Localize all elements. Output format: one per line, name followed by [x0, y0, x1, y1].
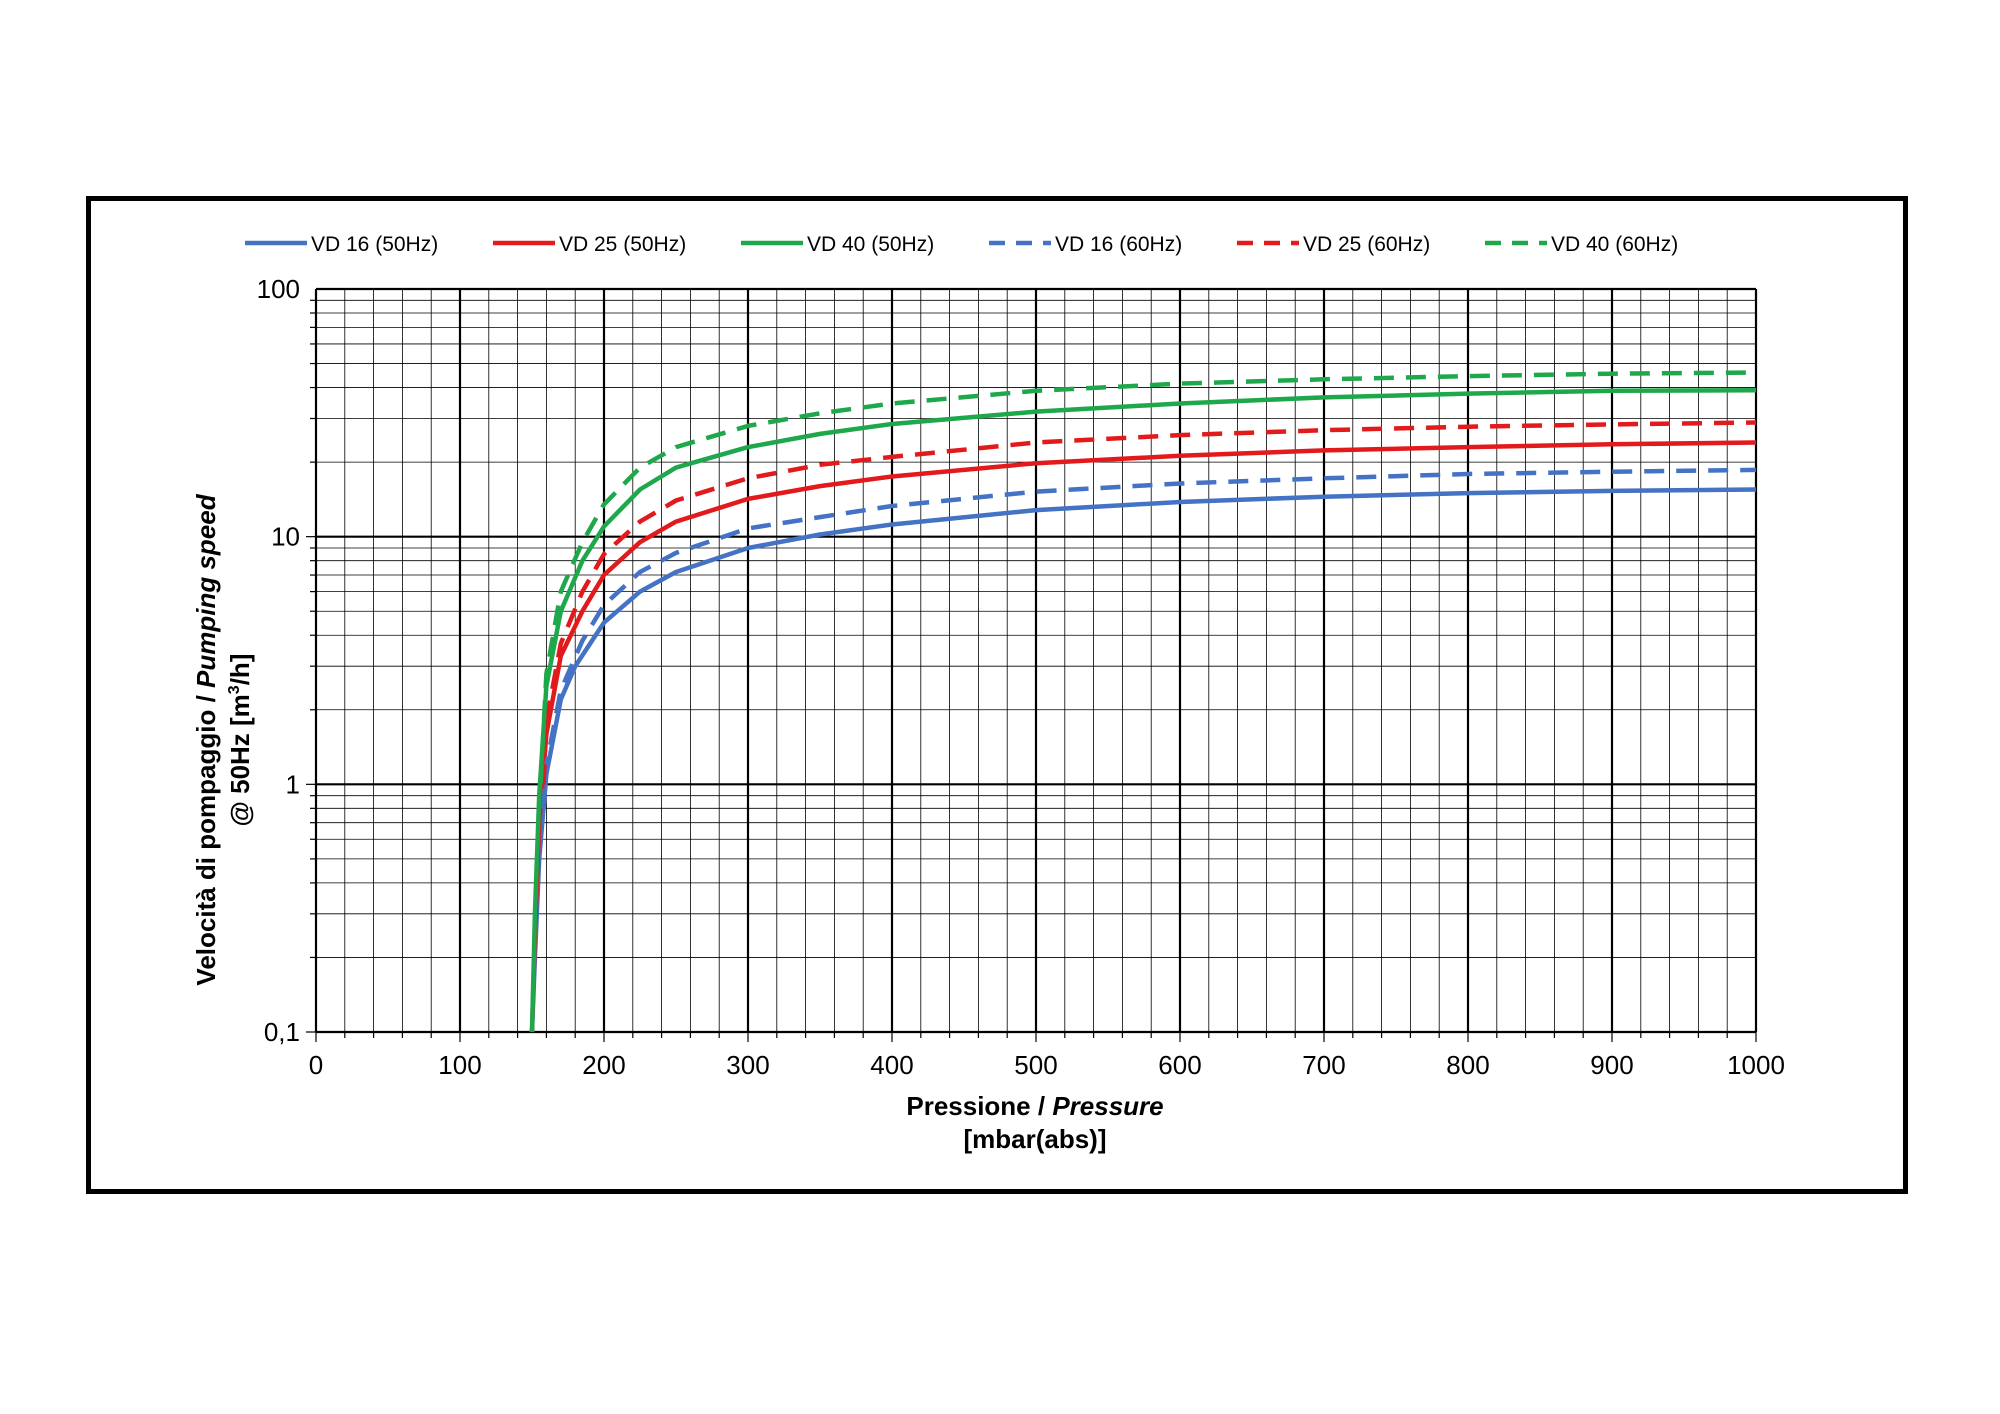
legend: VD 16 (50Hz) VD 25 (50Hz) VD 40 (50Hz) VD 1… — [245, 233, 1678, 256]
x-tick-label: 700 — [1302, 1050, 1345, 1080]
y-tick-label: 10 — [271, 522, 300, 552]
y-tick-label: 1 — [286, 769, 300, 799]
series-line-1 — [529, 487, 1757, 1033]
x-tick-label: 200 — [582, 1050, 625, 1080]
x-tick-label: 1000 — [1727, 1050, 1785, 1080]
y-tick-labels: 0,1 1 10 100 — [257, 274, 300, 1047]
x-tick-label: 0 — [309, 1050, 323, 1080]
x-tick-label: 900 — [1590, 1050, 1633, 1080]
legend-label: VD 40 (60Hz) — [1551, 233, 1678, 256]
legend-item: VD 40 (60Hz) — [1485, 233, 1678, 256]
x-axis-title: Pressione / Pressure — [906, 1091, 1163, 1121]
series-line-2 — [529, 440, 1757, 1033]
grid — [306, 287, 1758, 1042]
x-tick-label: 400 — [870, 1050, 913, 1080]
y-tick-label: 0,1 — [264, 1017, 300, 1047]
legend-label: VD 25 (50Hz) — [559, 233, 686, 256]
y-axis-title: Velocità di pompaggio / Pumping speed — [191, 493, 221, 985]
legend-label: VD 40 (50Hz) — [807, 233, 934, 256]
x-tick-label: 800 — [1446, 1050, 1489, 1080]
x-tick-label: 500 — [1014, 1050, 1057, 1080]
series-line-6 — [538, 370, 1757, 785]
x-axis-unit: [mbar(abs)] — [963, 1124, 1106, 1154]
legend-item: VD 25 (50Hz) — [493, 233, 686, 256]
legend-item: VD 16 (60Hz) — [989, 233, 1182, 256]
y-tick-label: 100 — [257, 274, 300, 304]
y-axis-unit: @ 50Hz [m3/h] — [225, 654, 255, 827]
legend-item: VD 40 (50Hz) — [741, 233, 934, 256]
legend-item: VD 16 (50Hz) — [245, 233, 438, 256]
series-line-5 — [541, 420, 1757, 785]
x-tick-label: 600 — [1158, 1050, 1201, 1080]
legend-label: VD 25 (60Hz) — [1303, 233, 1430, 256]
legend-label: VD 16 (50Hz) — [311, 233, 438, 256]
x-tick-label: 100 — [438, 1050, 481, 1080]
x-tick-labels: 0 100 200 300 400 500 600 700 800 900 1000 — [309, 1050, 1785, 1080]
chart-frame — [86, 196, 1908, 1194]
series-line-4 — [541, 467, 1757, 809]
legend-item: VD 25 (60Hz) — [1237, 233, 1430, 256]
legend-label: VD 16 (60Hz) — [1055, 233, 1182, 256]
x-tick-label: 300 — [726, 1050, 769, 1080]
series-lines — [529, 370, 1757, 1033]
